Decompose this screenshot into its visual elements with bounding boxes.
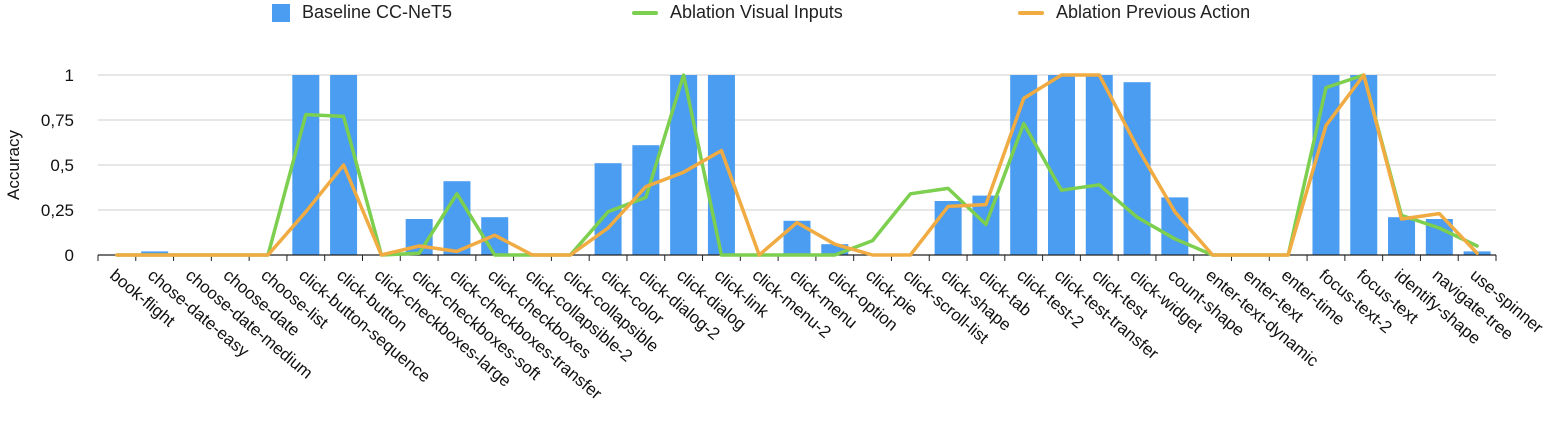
legend-item-baseline: Baseline CC-NeT5 (272, 2, 452, 23)
bar (1388, 217, 1416, 255)
series-line (115, 73, 1479, 257)
y-tick-label: 0,5 (50, 156, 74, 175)
bar (1350, 75, 1378, 255)
legend-item-previous-action: Ablation Previous Action (1018, 2, 1250, 23)
bar (1161, 197, 1189, 255)
y-tick-label: 0 (65, 246, 74, 265)
y-tick-label: 0,75 (41, 111, 74, 130)
legend-swatch-baseline (272, 3, 290, 22)
legend: Baseline CC-NeT5 Ablation Visual Inputs … (0, 2, 1562, 28)
legend-swatch-visual-inputs (632, 10, 658, 15)
legend-label-baseline: Baseline CC-NeT5 (302, 2, 453, 22)
bar (783, 220, 811, 255)
y-tick-label: 0,25 (41, 201, 74, 220)
legend-swatch-previous-action (1018, 10, 1044, 15)
bar (292, 75, 320, 255)
bar (934, 201, 962, 255)
legend-item-visual-inputs: Ablation Visual Inputs (632, 2, 843, 23)
bar (1010, 75, 1038, 255)
bar (707, 75, 735, 255)
bar (141, 251, 169, 255)
bar (1085, 75, 1113, 255)
y-axis-title: Accuracy (4, 130, 23, 200)
bar (1047, 75, 1075, 255)
y-tick-label: 1 (65, 66, 74, 85)
legend-label-visual-inputs: Ablation Visual Inputs (670, 2, 843, 22)
bar (1312, 75, 1340, 255)
bar (821, 244, 849, 255)
legend-label-previous-action: Ablation Previous Action (1056, 2, 1251, 22)
bar (1123, 82, 1151, 255)
